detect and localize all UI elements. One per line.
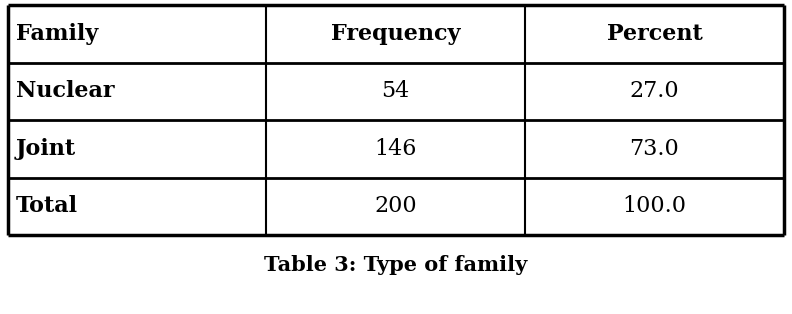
- Text: Percent: Percent: [607, 23, 703, 45]
- Text: Joint: Joint: [16, 138, 76, 160]
- Text: 146: 146: [375, 138, 417, 160]
- Text: 200: 200: [375, 195, 417, 217]
- Text: Total: Total: [16, 195, 78, 217]
- Text: 54: 54: [382, 80, 409, 102]
- Text: Frequency: Frequency: [331, 23, 460, 45]
- Text: Nuclear: Nuclear: [16, 80, 115, 102]
- Text: 73.0: 73.0: [630, 138, 680, 160]
- Text: 100.0: 100.0: [623, 195, 687, 217]
- Text: 27.0: 27.0: [630, 80, 680, 102]
- Text: Family: Family: [16, 23, 98, 45]
- Text: Table 3: Type of family: Table 3: Type of family: [265, 255, 527, 275]
